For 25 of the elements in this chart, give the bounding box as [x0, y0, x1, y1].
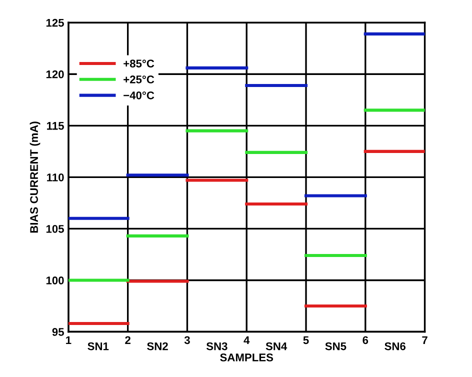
y-tick-label: 115 [47, 122, 64, 130]
x-tick-label: 2 [125, 336, 130, 344]
y-tick-label: 110 [47, 173, 64, 182]
text: SN6 [384, 342, 406, 350]
y-axis-title: BIAS CURRENT (mA) [30, 122, 40, 233]
text: SN1 [88, 342, 109, 350]
y-tick-label: 125 [46, 18, 64, 27]
text: SN5 [325, 342, 346, 350]
y-tick-label: 95 [52, 328, 64, 336]
x-tick-label: 3 [184, 336, 190, 344]
x-tick-label: 5 [303, 336, 309, 344]
x-tick-label: 4 [244, 336, 250, 344]
x-axis-title: SAMPLES [220, 354, 274, 362]
x-tick-label: 7 [422, 336, 428, 344]
text: SN3 [206, 342, 228, 350]
legend-label: +85°C [124, 60, 154, 68]
y-tick-label: 120 [46, 70, 64, 78]
y-tick-label: 105 [46, 224, 64, 233]
y-tick-label: 100 [46, 276, 64, 284]
text: SN2 [147, 342, 168, 350]
legend-label: +25°C [124, 76, 154, 84]
legend-label: −40°C [124, 91, 154, 100]
x-tick-label: 1 [66, 336, 72, 344]
text: SN4 [266, 342, 288, 350]
x-tick-label: 6 [362, 336, 368, 344]
